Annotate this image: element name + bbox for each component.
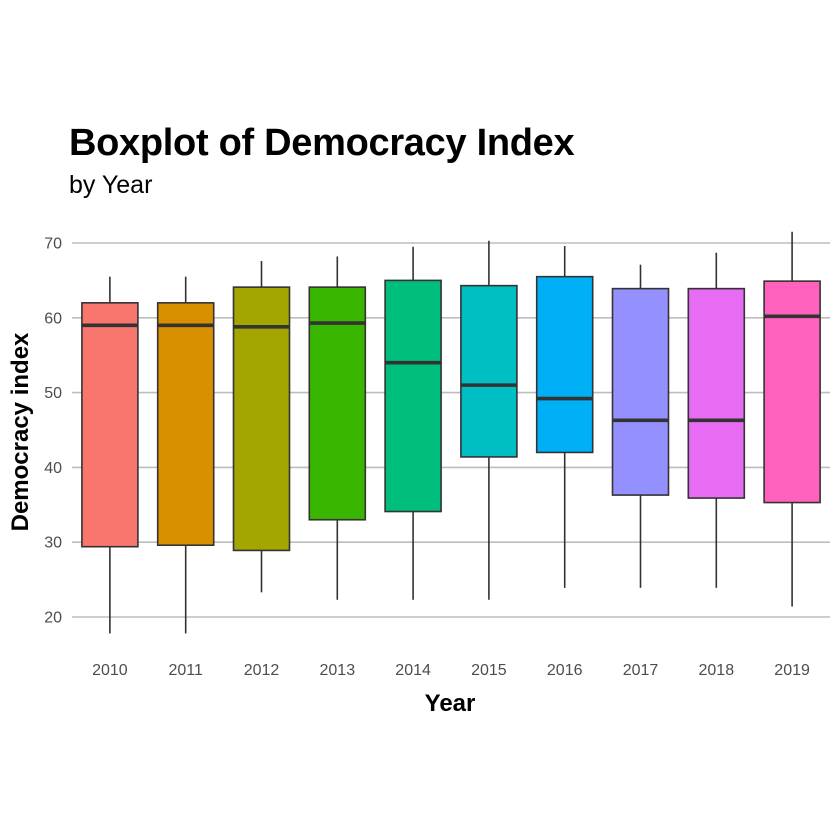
boxplot-series xyxy=(81,231,821,634)
box-body-2013 xyxy=(308,286,367,521)
box-2012 xyxy=(232,260,291,593)
y-tick-label-60: 60 xyxy=(44,310,62,327)
box-body-2011 xyxy=(156,302,215,546)
y-tick-label-70: 70 xyxy=(44,236,62,253)
box-2014 xyxy=(384,246,442,600)
y-axis-ticks: 20 30 40 50 60 70 xyxy=(44,236,62,627)
box-body-2016 xyxy=(535,275,594,454)
x-tick-label-2015: 2015 xyxy=(471,662,507,679)
y-tick-label-30: 30 xyxy=(44,535,62,552)
x-axis-ticks: 2010 2011 2012 2013 2014 2015 2016 2017 2018 2019 xyxy=(92,662,810,679)
box-2019 xyxy=(763,231,821,607)
box-2018 xyxy=(687,252,746,588)
x-axis-title: Year xyxy=(425,690,476,717)
chart-title: Boxplot of Democracy Index xyxy=(69,122,575,164)
box-body-2012 xyxy=(232,286,291,552)
x-tick-label-2018: 2018 xyxy=(699,662,735,679)
box-2017 xyxy=(611,264,670,588)
box-2016 xyxy=(535,245,594,588)
y-tick-label-40: 40 xyxy=(44,460,62,477)
x-tick-label-2017: 2017 xyxy=(623,662,659,679)
x-tick-label-2013: 2013 xyxy=(320,662,356,679)
box-body-2018 xyxy=(687,287,746,499)
box-2013 xyxy=(308,256,367,600)
x-tick-label-2012: 2012 xyxy=(244,662,280,679)
x-tick-label-2019: 2019 xyxy=(774,662,810,679)
x-tick-label-2014: 2014 xyxy=(395,662,431,679)
x-tick-label-2011: 2011 xyxy=(168,662,203,679)
box-body-2017 xyxy=(611,287,670,496)
box-2010 xyxy=(81,276,139,634)
chart-subtitle: by Year xyxy=(69,171,153,199)
box-body-2019 xyxy=(763,280,821,504)
box-2015 xyxy=(460,240,518,600)
box-body-2010 xyxy=(81,302,139,548)
box-body-2014 xyxy=(384,279,442,513)
box-2011 xyxy=(156,276,215,634)
x-tick-label-2010: 2010 xyxy=(92,662,128,679)
y-tick-label-20: 20 xyxy=(44,610,62,627)
y-axis-title: Democracy index xyxy=(7,332,34,531)
box-body-2015 xyxy=(460,284,518,458)
x-tick-label-2016: 2016 xyxy=(547,662,583,679)
y-tick-label-50: 50 xyxy=(44,385,62,402)
